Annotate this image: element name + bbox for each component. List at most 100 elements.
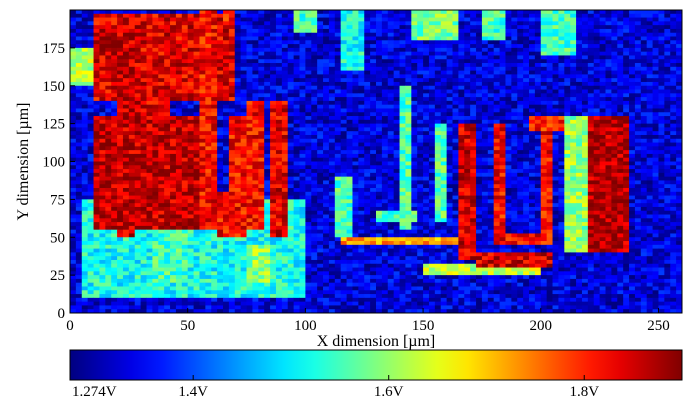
heatmap-cell — [181, 21, 189, 26]
heatmap-cell — [493, 93, 500, 98]
heatmap-cell — [558, 85, 565, 90]
heatmap-cell — [99, 47, 106, 53]
heatmap-cell — [434, 70, 442, 75]
heatmap-cell — [181, 161, 189, 166]
heatmap-cell — [593, 32, 601, 37]
heatmap-cell — [281, 131, 289, 136]
heatmap-cell — [211, 32, 218, 37]
heatmap-cell — [358, 142, 365, 147]
heatmap-cell — [670, 78, 677, 83]
heatmap-cell — [311, 85, 318, 90]
heatmap-cell — [87, 10, 94, 15]
heatmap-cell — [175, 100, 183, 106]
heatmap-cell — [99, 85, 106, 90]
heatmap-cell — [228, 78, 236, 83]
heatmap-cell — [122, 157, 130, 162]
heatmap-cell — [646, 10, 653, 15]
heatmap-cell — [658, 17, 665, 22]
heatmap-cell — [99, 66, 106, 71]
heatmap-cell — [270, 165, 277, 170]
heatmap-cell — [75, 10, 83, 15]
heatmap-cell — [446, 89, 453, 94]
heatmap-cell — [576, 112, 583, 117]
heatmap-cell — [105, 32, 112, 37]
heatmap-cell — [270, 104, 277, 109]
heatmap-cell — [246, 81, 253, 87]
heatmap-cell — [587, 32, 595, 37]
heatmap-cell — [270, 13, 277, 18]
heatmap-cell — [440, 44, 448, 49]
heatmap-cell — [411, 157, 418, 162]
heatmap-cell — [299, 112, 306, 117]
heatmap-cell — [223, 32, 230, 37]
heatmap-cell — [611, 32, 618, 37]
heatmap-cell — [623, 157, 630, 162]
heatmap-cell — [275, 21, 283, 26]
heatmap-cell — [593, 25, 601, 30]
heatmap-cell — [464, 138, 471, 143]
heatmap-cell — [581, 153, 589, 159]
heatmap-cell — [323, 59, 330, 64]
heatmap-cell — [664, 123, 671, 128]
heatmap-cell — [487, 21, 495, 26]
heatmap-cell — [264, 89, 271, 94]
heatmap-cell — [517, 13, 524, 18]
heatmap-cell — [611, 127, 618, 132]
heatmap-cell — [393, 157, 400, 162]
heatmap-cell — [252, 93, 259, 98]
heatmap-cell — [223, 66, 230, 71]
heatmap-cell — [546, 89, 553, 94]
heatmap-cell — [552, 131, 559, 136]
heatmap-cell — [381, 157, 389, 162]
heatmap-cell — [534, 44, 542, 49]
heatmap-cell — [393, 70, 400, 75]
heatmap-cell — [634, 157, 642, 162]
heatmap-cell — [546, 150, 553, 155]
heatmap-cell — [258, 93, 265, 98]
heatmap-cell — [428, 44, 436, 49]
heatmap-cell — [534, 63, 542, 68]
heatmap-cell — [252, 17, 259, 22]
heatmap-cell — [552, 165, 559, 170]
heatmap-cell — [281, 40, 289, 45]
heatmap-cell — [540, 153, 548, 159]
heatmap-cell — [199, 127, 206, 132]
heatmap-cell — [111, 184, 118, 189]
heatmap-cell — [334, 32, 342, 37]
heatmap-cell — [70, 59, 77, 64]
heatmap-cell — [370, 165, 377, 170]
heatmap-cell — [387, 74, 395, 79]
heatmap-cell — [540, 184, 548, 189]
heatmap-cell — [317, 165, 324, 170]
heatmap-cell — [658, 100, 665, 106]
heatmap-cell — [81, 142, 89, 147]
heatmap-cell — [629, 172, 636, 178]
heatmap-cell — [246, 104, 253, 109]
heatmap-cell — [487, 153, 495, 159]
heatmap-cell — [470, 172, 477, 178]
heatmap-cell — [546, 40, 553, 45]
heatmap-cell — [270, 70, 277, 75]
heatmap-cell — [487, 161, 495, 166]
heatmap-cell — [246, 89, 253, 94]
heatmap-cell — [128, 112, 136, 117]
heatmap-cell — [275, 85, 283, 90]
heatmap-cell — [623, 32, 630, 37]
heatmap-cell — [99, 131, 106, 136]
heatmap-cell — [676, 28, 683, 34]
heatmap-cell — [122, 59, 130, 64]
heatmap-cell — [105, 40, 112, 45]
heatmap-cell — [417, 17, 424, 22]
heatmap-cell — [99, 184, 106, 189]
heatmap-cell — [199, 188, 206, 193]
heatmap-cell — [481, 180, 489, 185]
heatmap-cell — [264, 55, 271, 60]
heatmap-cell — [611, 97, 618, 102]
heatmap-cell — [464, 116, 471, 121]
heatmap-cell — [505, 74, 512, 79]
heatmap-cell — [323, 93, 330, 98]
heatmap-cell — [87, 161, 94, 166]
heatmap-cell — [587, 180, 595, 185]
heatmap-cell — [487, 172, 495, 178]
heatmap-cell — [181, 81, 189, 87]
